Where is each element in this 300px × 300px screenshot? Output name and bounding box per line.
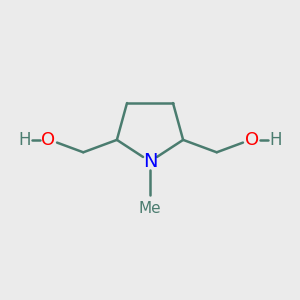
Text: H: H — [19, 131, 31, 149]
Text: H: H — [269, 131, 281, 149]
Text: N: N — [143, 152, 157, 171]
Text: O: O — [245, 131, 259, 149]
Text: O: O — [41, 131, 55, 149]
Text: Me: Me — [139, 201, 161, 216]
